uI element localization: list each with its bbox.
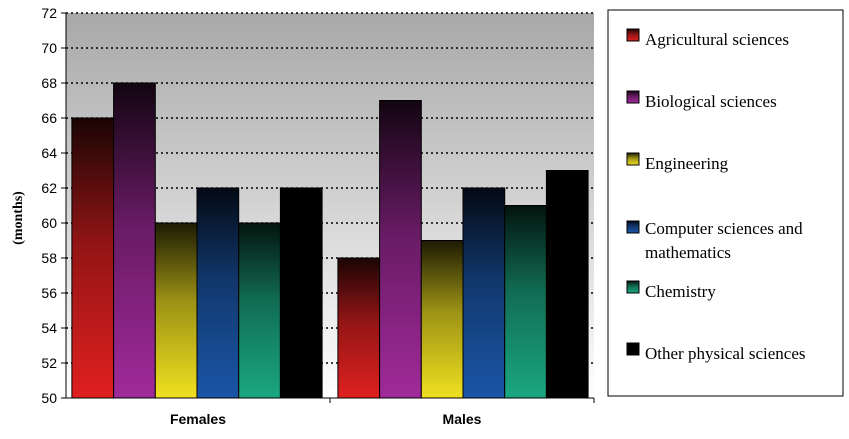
y-axis-label: (months) — [11, 191, 26, 245]
y-tick-label: 60 — [41, 215, 57, 231]
bar-males-4 — [504, 205, 547, 399]
bar-males-2 — [420, 240, 464, 399]
y-tick-label: 68 — [41, 75, 57, 91]
x-category-label: Males — [443, 411, 482, 427]
legend-swatch — [626, 342, 640, 356]
y-tick-label: 56 — [41, 285, 57, 301]
legend-swatch — [626, 28, 640, 42]
bar-females-1 — [113, 82, 156, 399]
bar-females-5 — [279, 187, 323, 399]
legend-label: Computer sciences and mathematics — [645, 219, 803, 262]
legend-swatch — [626, 152, 640, 166]
bar-females-2 — [154, 222, 198, 399]
x-axis-categories: Females Males — [170, 398, 595, 427]
legend-label: Chemistry — [645, 282, 716, 301]
bars — [71, 82, 589, 399]
x-category-label: Females — [170, 411, 226, 427]
bar-males-0 — [337, 257, 381, 399]
y-tick-label: 66 — [41, 110, 57, 126]
legend: Agricultural sciences Biological sciences… — [626, 28, 806, 363]
legend-label: Engineering — [645, 154, 729, 173]
legend-label: Agricultural sciences — [645, 30, 789, 49]
y-axis-ticks: 50 52 54 56 58 60 62 64 66 68 70 72 — [41, 5, 66, 406]
legend-label: Biological sciences — [645, 92, 777, 111]
legend-label: Other physical sciences — [645, 344, 806, 363]
y-tick-label: 52 — [41, 355, 57, 371]
y-tick-label: 54 — [41, 320, 57, 336]
bar-males-3 — [462, 187, 506, 399]
bar-females-0 — [71, 117, 115, 399]
legend-box — [607, 9, 844, 397]
y-tick-label: 58 — [41, 250, 57, 266]
y-tick-label: 72 — [41, 5, 57, 21]
legend-swatch — [626, 280, 640, 294]
bar-males-1 — [379, 100, 422, 399]
y-tick-label: 64 — [41, 145, 57, 161]
bar-females-4 — [238, 222, 281, 399]
bar-males-5 — [545, 170, 589, 399]
legend-swatch — [626, 90, 640, 104]
y-tick-label: 70 — [41, 40, 57, 56]
bar-females-3 — [196, 187, 240, 399]
legend-swatch — [626, 220, 640, 234]
y-tick-label: 50 — [41, 390, 57, 406]
y-tick-label: 62 — [41, 180, 57, 196]
